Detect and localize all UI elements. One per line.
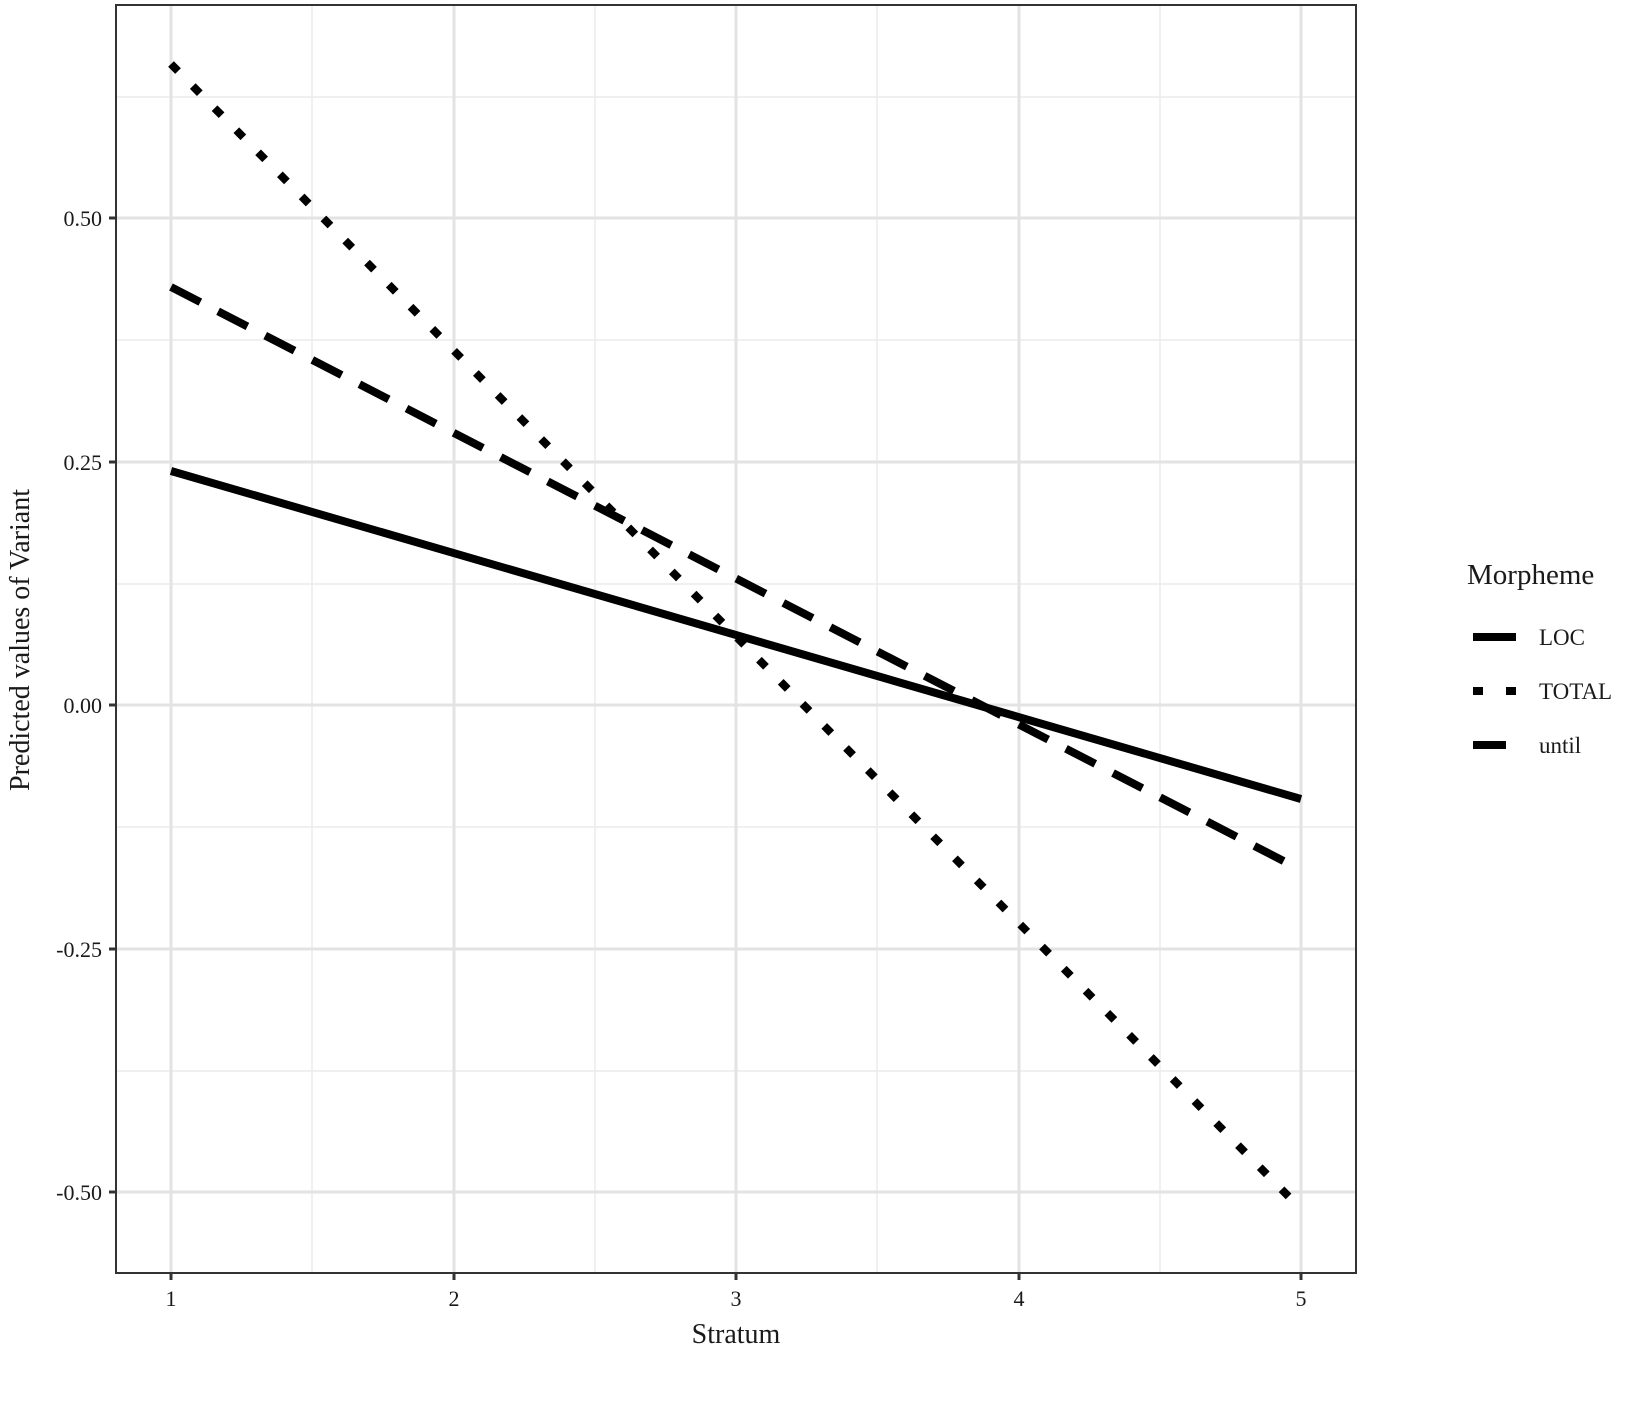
legend-label: LOC xyxy=(1539,625,1585,650)
legend-label: TOTAL xyxy=(1539,679,1612,704)
legend-item-total: TOTAL xyxy=(1473,679,1612,704)
legend-title: Morpheme xyxy=(1467,559,1594,591)
x-tick-label: 4 xyxy=(1014,1286,1025,1311)
legend: Morpheme LOC TOTAL until xyxy=(1467,559,1612,758)
series-loc-line xyxy=(169,467,1303,803)
y-axis-labels: 0.50 0.25 0.00 -0.25 -0.50 xyxy=(56,206,102,1205)
legend-item-until: until xyxy=(1473,733,1581,758)
series-total-line xyxy=(168,61,1304,1212)
x-axis-labels: 1 2 3 4 5 xyxy=(166,1286,1307,1311)
x-tick-label: 3 xyxy=(731,1286,742,1311)
x-tick-label: 2 xyxy=(449,1286,460,1311)
legend-label: until xyxy=(1539,733,1581,758)
y-axis-ticks xyxy=(109,216,116,1194)
y-tick-label: 0.00 xyxy=(64,693,103,718)
y-axis-title: Predicted values of Variant xyxy=(5,489,36,791)
x-tick-label: 5 xyxy=(1296,1286,1307,1311)
y-tick-label: -0.50 xyxy=(56,1180,102,1205)
series-lines xyxy=(168,61,1304,1212)
legend-item-loc: LOC xyxy=(1473,625,1585,650)
y-tick-label: 0.50 xyxy=(64,206,103,231)
x-tick-label: 1 xyxy=(166,1286,177,1311)
x-axis-title: Stratum xyxy=(692,1319,781,1350)
y-tick-label: -0.25 xyxy=(56,937,102,962)
y-tick-label: 0.25 xyxy=(64,450,103,475)
x-axis-ticks xyxy=(169,1273,1303,1280)
